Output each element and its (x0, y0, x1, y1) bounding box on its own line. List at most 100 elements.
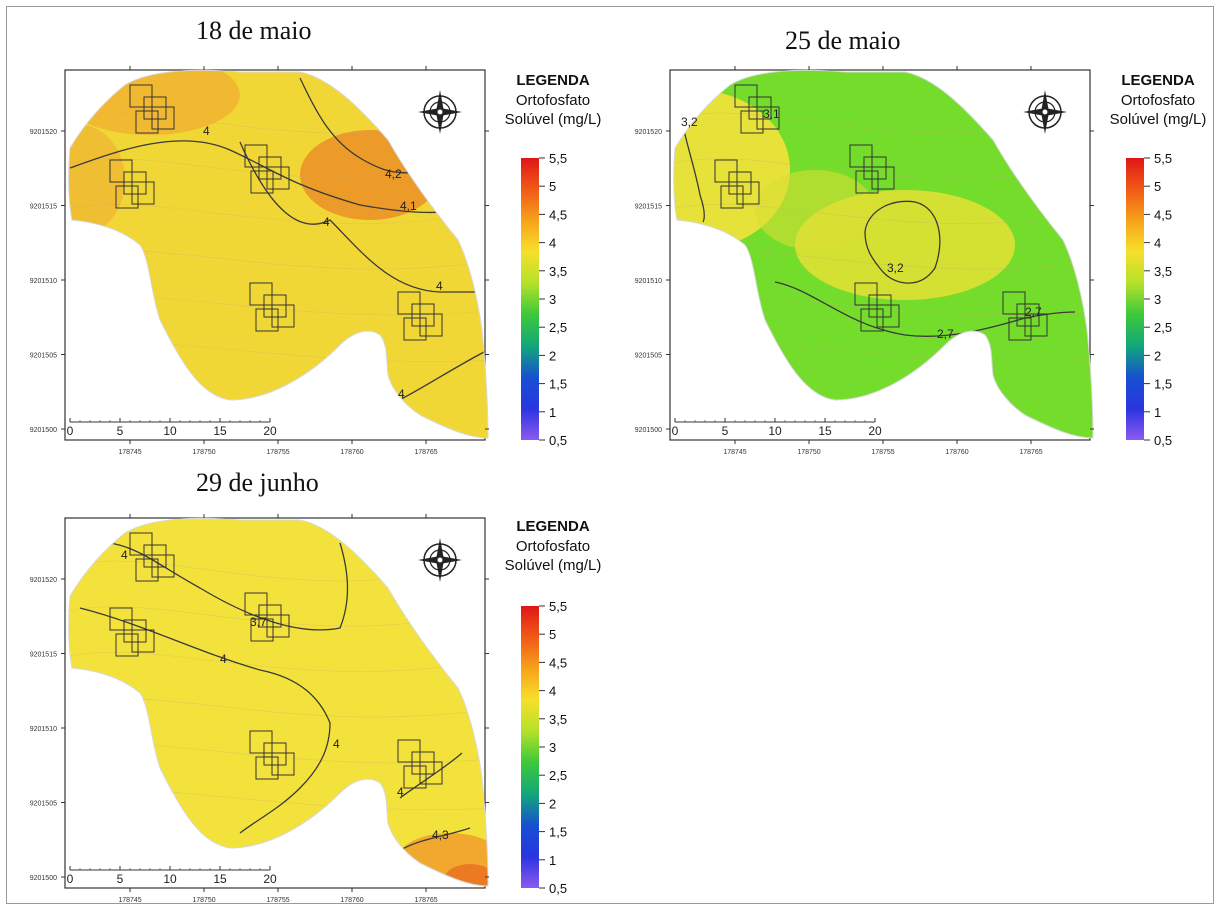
scale-bar-label: 10 (163, 424, 177, 438)
concentration-shading (68, 125, 125, 235)
panel-title: 29 de junho (196, 468, 319, 497)
contour-label: 4 (203, 124, 210, 138)
sampling-plot-square (135, 558, 159, 582)
legend-tick-label: 1 (549, 405, 556, 420)
sampling-plot-square (143, 544, 167, 568)
sampling-plot-square (411, 751, 435, 775)
contour-line (774, 281, 1076, 337)
panel-title: 18 de maio (196, 16, 312, 45)
sampling-plot-square (868, 294, 892, 318)
scale-bar-label: 15 (213, 424, 227, 438)
legend-tick-label: 2,5 (549, 768, 567, 783)
legend-tick-label: 5 (549, 179, 556, 194)
x-tick-label: 178765 (1019, 449, 1042, 456)
sampling-plot-group (109, 607, 155, 657)
contour-label: 4,1 (400, 199, 417, 213)
sampling-plot-group (129, 532, 175, 582)
legend-color-bar (521, 158, 539, 440)
sampling-plot-group (714, 159, 760, 209)
sampling-plot-group (244, 144, 290, 194)
legend-tick-label: 4 (549, 684, 556, 699)
contour-map: 4 4,2 4,1 4 4 4 9201520 9201515 9201510 9201505 92… (30, 66, 567, 456)
contour-label: 4 (323, 215, 330, 229)
sampling-plot-square (855, 170, 879, 194)
map-panel-2: 25 de maio LEGENDA Ortofosfato Solúvel (… (605, 0, 1215, 460)
sampling-plot-square (720, 185, 744, 209)
scale-bar-label: 15 (213, 872, 227, 886)
legend-tick-label: 3 (549, 292, 556, 307)
y-tick-label: 9201505 (635, 353, 662, 360)
y-tick-label: 9201515 (635, 204, 662, 211)
sampling-plot-group (249, 282, 295, 332)
scale-bar-label: 10 (163, 872, 177, 886)
contour-label: 4 (436, 279, 443, 293)
legend-tick-label: 5 (549, 627, 556, 642)
legend-tick-label: 5,5 (549, 151, 567, 166)
scale-bar-label: 0 (672, 424, 679, 438)
scale-bar-label: 20 (263, 424, 277, 438)
x-tick-label: 178755 (871, 449, 894, 456)
panel-title: 25 de maio (785, 26, 901, 55)
sampling-plot-square (266, 166, 290, 190)
contour-label: 3,2 (681, 115, 698, 129)
legend-tick-label: 4,5 (549, 655, 567, 670)
legend-tick-label: 2,5 (549, 320, 567, 335)
legend-color-bar (1126, 158, 1144, 440)
contour-label: 3,2 (887, 261, 904, 275)
legend-tick-label: 3,5 (1154, 264, 1172, 279)
contour-map: 3,2 3,1 3,2 2,7 2,7 9201520 9201515 9201510 9201… (635, 66, 1172, 456)
legend-tick-label: 2 (549, 348, 556, 363)
scale-bar-label: 15 (818, 424, 832, 438)
sampling-plot-square (123, 171, 147, 195)
compass-center (1041, 108, 1049, 116)
sampling-plot-square (736, 181, 760, 205)
compass-icon (418, 538, 462, 582)
map-panel-1: 18 de maio LEGENDA Ortofosfato Solúvel (… (0, 0, 610, 460)
region-outline (68, 69, 489, 439)
x-tick-label: 178765 (414, 897, 437, 904)
sampling-plot-square (109, 607, 133, 631)
legend-tick-label: 2 (549, 796, 556, 811)
study-region-fill (68, 518, 489, 886)
legend-tick-label: 5 (1154, 179, 1161, 194)
y-tick-label: 9201500 (635, 427, 662, 434)
scale-bar-label: 5 (722, 424, 729, 438)
contour-label: 4,3 (432, 828, 449, 842)
contour-label: 4,2 (385, 167, 402, 181)
map-panel-3: 29 de junho LEGENDA Ortofosfato Solúvel … (0, 448, 610, 908)
sampling-plot-square (109, 159, 133, 183)
legend-tick-label: 4,5 (549, 207, 567, 222)
y-tick-label: 9201510 (635, 278, 662, 285)
concentration-shading (755, 170, 875, 250)
contour-line (399, 752, 463, 799)
concentration-shading (673, 90, 790, 250)
y-tick-label: 9201505 (30, 801, 57, 808)
sampling-plot-square (1016, 303, 1040, 327)
legend-tick-label: 2 (1154, 348, 1161, 363)
sampling-plot-square (871, 166, 895, 190)
legend-tick-label: 3,5 (549, 712, 567, 727)
region-outline (68, 517, 489, 887)
compass-icon (418, 90, 462, 134)
shading-layer (673, 90, 1094, 362)
legend-line2: Solúvel (mg/L) (504, 111, 602, 128)
contour-label: 4 (398, 387, 405, 401)
x-tick-label: 178760 (340, 449, 363, 456)
contour-label: 4 (333, 737, 340, 751)
region-outline (673, 69, 1094, 439)
sampling-plot-square (1008, 317, 1032, 341)
sampling-plot-group (849, 144, 895, 194)
legend-tick-label: 0,5 (549, 881, 567, 896)
sampling-plot-group (129, 84, 175, 134)
sampling-plot-square (854, 282, 878, 306)
scale-bar-label: 5 (117, 424, 124, 438)
y-tick-label: 9201510 (30, 726, 57, 733)
legend-title: LEGENDA (516, 518, 590, 535)
legend-tick-label: 3 (549, 740, 556, 755)
legend-tick-label: 3 (1154, 292, 1161, 307)
sampling-plot-square (123, 619, 147, 643)
x-tick-label: 178765 (414, 449, 437, 456)
sampling-plot-square (250, 618, 274, 642)
sampling-plot-square (250, 170, 274, 194)
sampling-plot-group (1002, 291, 1048, 341)
